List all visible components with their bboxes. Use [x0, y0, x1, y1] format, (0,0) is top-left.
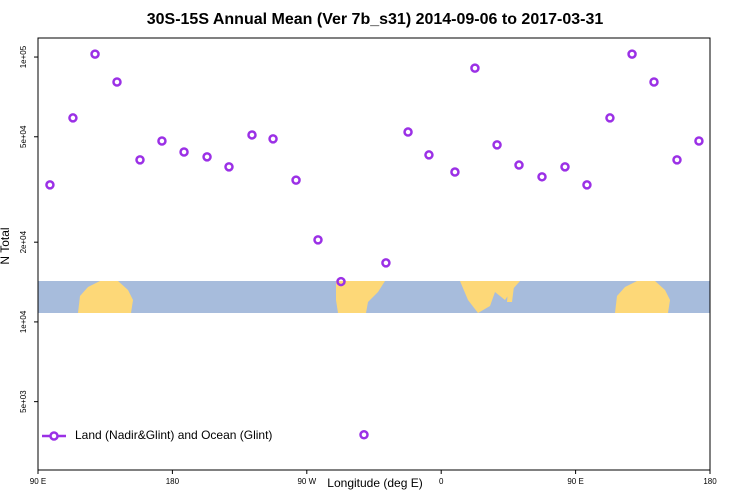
- point: [627, 49, 637, 59]
- y-tick-label: 5e+03: [19, 390, 28, 413]
- point: [450, 167, 460, 177]
- point: [649, 77, 659, 87]
- point: [359, 429, 369, 440]
- legend-marker: [49, 431, 59, 441]
- legend-label: Land (Nadir&Glint) and Ocean (Glint): [75, 428, 272, 442]
- y-tick-label: 5e+04: [19, 125, 28, 148]
- point: [336, 276, 346, 287]
- x-tick-label: 180: [703, 477, 717, 486]
- x-tick-label: 90 E: [30, 477, 46, 486]
- point: [90, 49, 100, 59]
- point: [68, 113, 78, 123]
- plot-frame: [37, 37, 711, 471]
- point: [179, 147, 189, 157]
- point: [313, 235, 323, 245]
- y-axis-label: N Total: [0, 227, 12, 264]
- y-tick-label: 1e+04: [19, 310, 28, 333]
- point: [291, 175, 301, 185]
- point: [381, 258, 391, 268]
- point: [247, 130, 257, 140]
- x-tick-label: 90 E: [567, 477, 583, 486]
- point: [514, 160, 524, 170]
- map-band: [38, 281, 710, 313]
- point: [694, 136, 704, 146]
- point: [224, 162, 234, 172]
- point: [424, 150, 434, 160]
- point: [492, 140, 502, 150]
- x-tick-label: 90 W: [297, 477, 316, 486]
- x-tick-label: 0: [439, 477, 444, 486]
- x-axis-label: Longitude (deg E): [327, 476, 422, 490]
- chart-title: 30S-15S Annual Mean (Ver 7b_s31) 2014-09…: [147, 11, 604, 28]
- point: [582, 180, 592, 190]
- point: [202, 152, 212, 162]
- point: [45, 180, 55, 190]
- x-tick-label: 180: [166, 477, 180, 486]
- point: [470, 63, 480, 73]
- y-tick-label: 2e+04: [19, 230, 28, 253]
- point: [403, 127, 413, 137]
- point: [268, 134, 278, 144]
- point: [672, 155, 682, 165]
- point: [605, 113, 615, 123]
- point: [112, 77, 122, 87]
- point: [135, 155, 145, 165]
- point: [537, 172, 547, 182]
- y-tick-label: 1e+05: [19, 45, 28, 68]
- point: [560, 162, 570, 172]
- point: [157, 136, 167, 146]
